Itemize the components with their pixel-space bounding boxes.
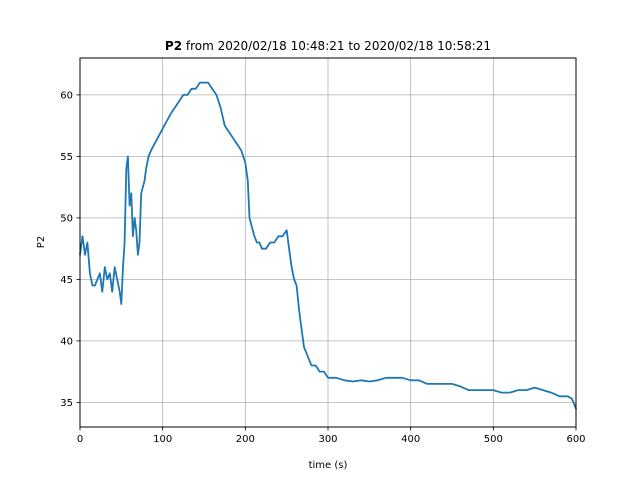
y-tick-label: 55 bbox=[60, 152, 73, 163]
x-tick-label: 0 bbox=[77, 434, 83, 445]
x-tick-label: 500 bbox=[484, 434, 503, 445]
x-tick-label: 600 bbox=[566, 434, 585, 445]
x-tick-label: 200 bbox=[236, 434, 255, 445]
x-axis-label: time (s) bbox=[309, 460, 348, 471]
y-tick-label: 60 bbox=[60, 90, 73, 101]
series-line-p2 bbox=[79, 81, 577, 410]
y-tick-label: 35 bbox=[60, 398, 73, 409]
chart-title-rest: from 2020/02/18 10:48:21 to 2020/02/18 1… bbox=[182, 39, 491, 53]
y-axis-ticks: 35 40 45 50 55 60 bbox=[60, 90, 80, 409]
y-tick-label: 40 bbox=[60, 336, 73, 347]
y-axis-label: P2 bbox=[36, 236, 47, 248]
y-tick-label: 45 bbox=[60, 275, 73, 286]
y-tick-label: 50 bbox=[60, 213, 73, 224]
x-axis-ticks: 0 100 200 300 400 500 600 bbox=[77, 427, 586, 445]
x-tick-label: 100 bbox=[153, 434, 172, 445]
x-tick-label: 300 bbox=[318, 434, 337, 445]
x-tick-label: 400 bbox=[401, 434, 420, 445]
plot-area bbox=[79, 81, 577, 410]
chart-title: P2 from 2020/02/18 10:48:21 to 2020/02/1… bbox=[165, 39, 491, 53]
chart-title-bold: P2 bbox=[165, 39, 182, 53]
grid-lines bbox=[79, 58, 577, 427]
